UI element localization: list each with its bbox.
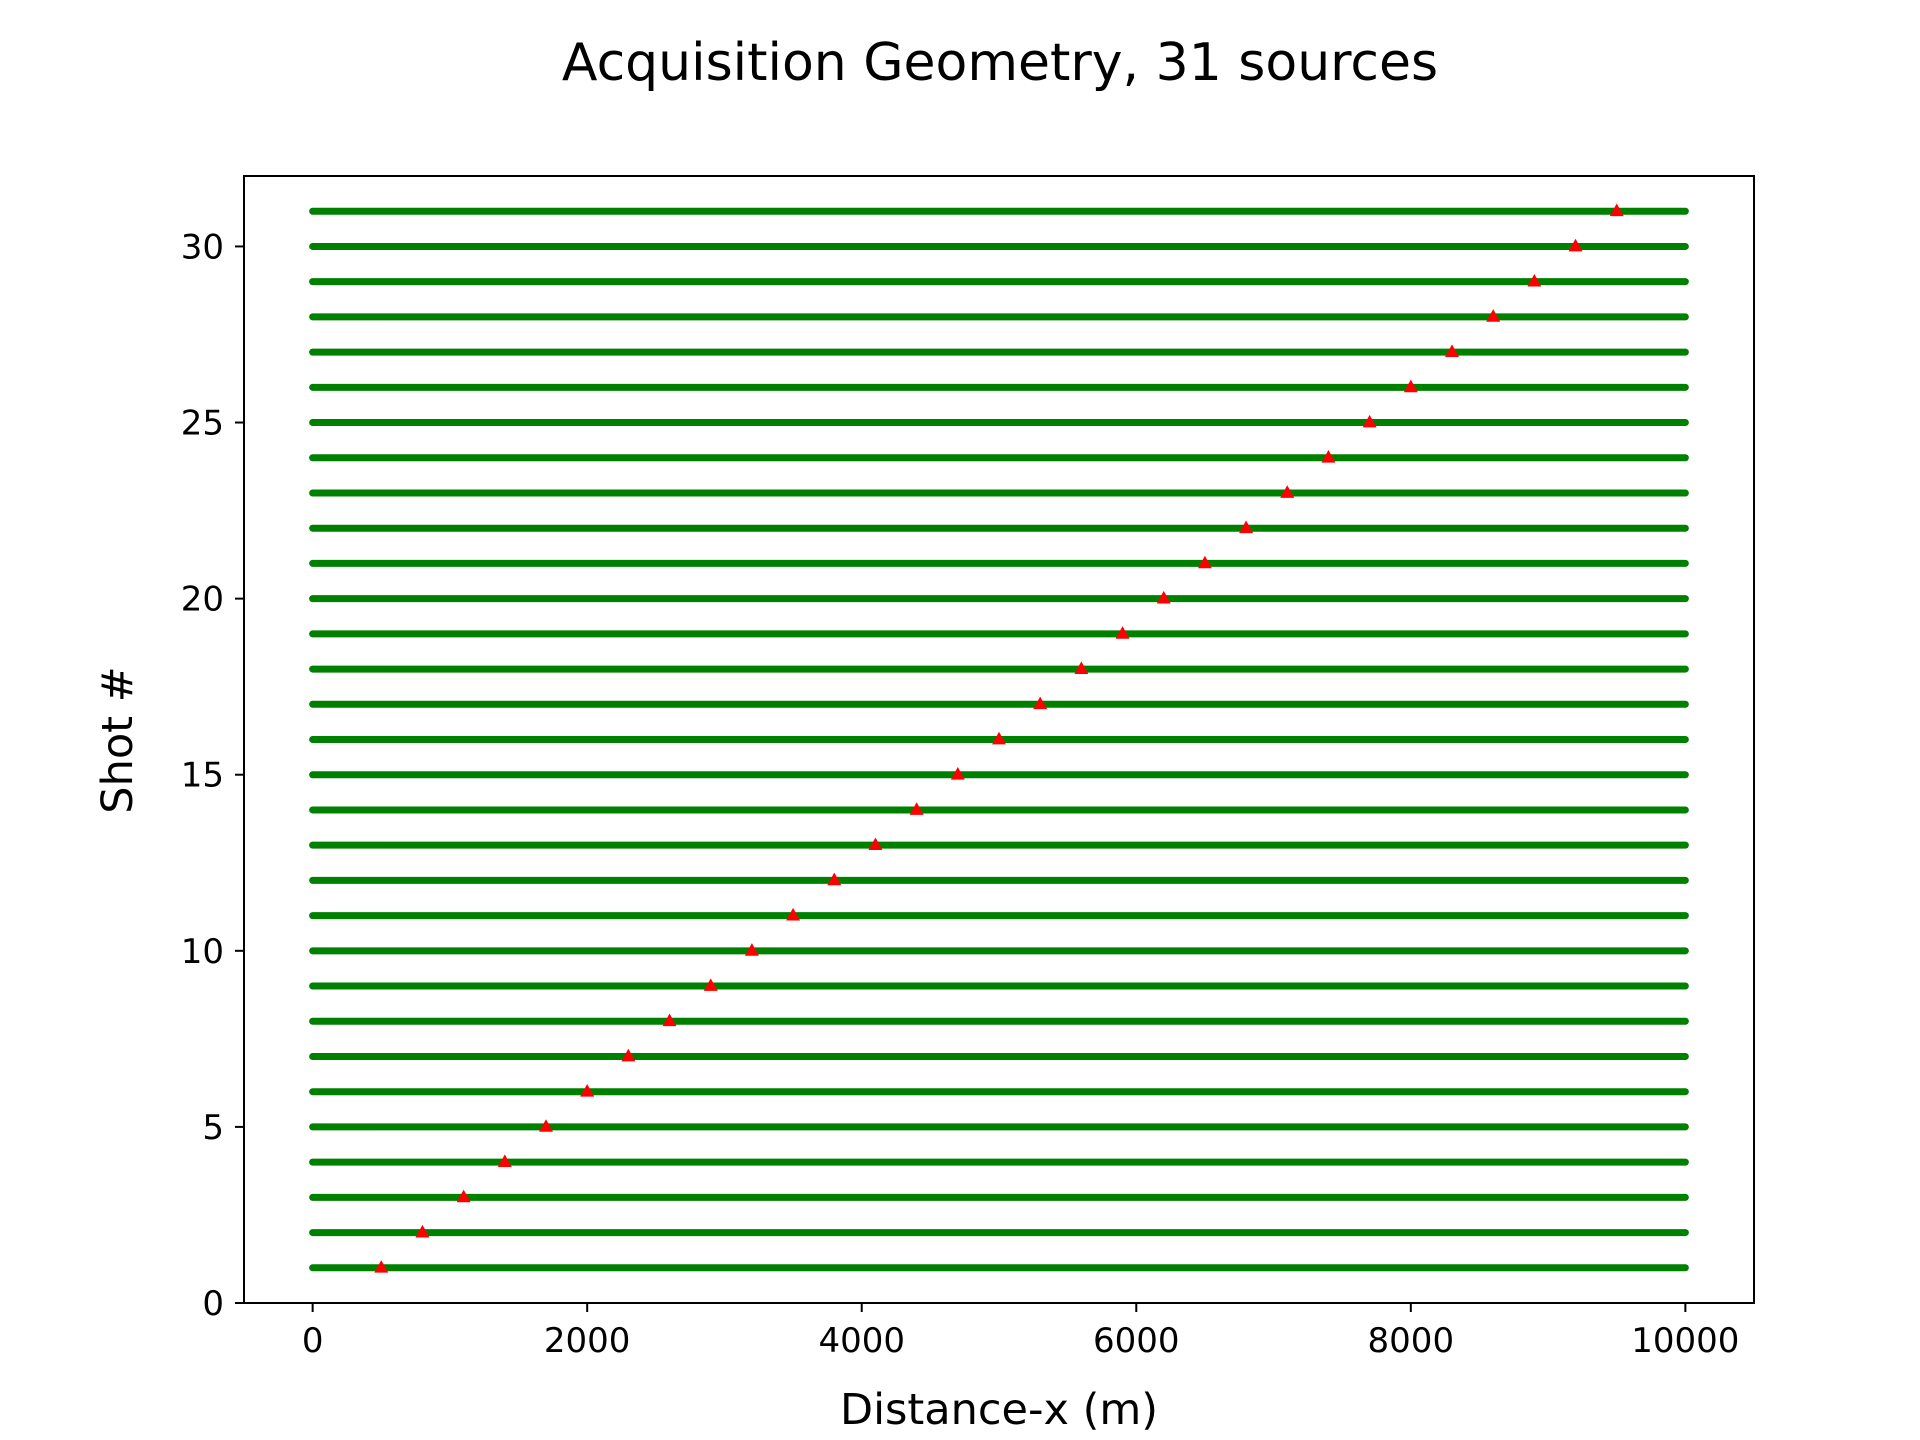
- source-marker-20: [1156, 590, 1171, 604]
- source-marker-8: [662, 1013, 677, 1027]
- plot-frame: [243, 175, 1755, 1304]
- source-marker-25: [1362, 414, 1377, 428]
- source-marker-22: [1239, 520, 1254, 534]
- y-tick-label: 0: [202, 1284, 224, 1324]
- receiver-series: [309, 207, 1689, 1272]
- x-axis: 0 2000 4000 6000 8000 10000: [302, 1303, 1739, 1361]
- source-marker-11: [786, 907, 801, 921]
- source-marker-29: [1527, 273, 1542, 287]
- y-tick-label: 20: [181, 580, 224, 620]
- source-marker-27: [1445, 344, 1459, 357]
- source-marker-15: [950, 767, 965, 780]
- source-marker-16: [992, 731, 1006, 745]
- source-marker-26: [1403, 379, 1418, 393]
- chart-title: Acquisition Geometry, 31 sources: [562, 33, 1438, 93]
- y-tick-label: 15: [181, 756, 224, 796]
- source-marker-7: [621, 1048, 636, 1062]
- source-marker-10: [744, 943, 759, 956]
- source-marker-1: [374, 1260, 389, 1273]
- y-axis-label: Shot #: [93, 666, 143, 813]
- source-marker-14: [909, 802, 924, 815]
- source-marker-30: [1568, 238, 1583, 252]
- source-marker-24: [1321, 450, 1336, 463]
- x-tick-label: 10000: [1631, 1321, 1739, 1361]
- source-series: [374, 203, 1624, 1273]
- source-marker-9: [703, 978, 718, 991]
- y-tick-label: 5: [202, 1108, 224, 1148]
- source-marker-13: [868, 837, 883, 851]
- x-tick-label: 2000: [544, 1321, 631, 1361]
- y-tick-label: 25: [181, 404, 224, 444]
- y-tick-label: 10: [181, 932, 224, 972]
- x-axis-label: Distance-x (m): [840, 1385, 1158, 1435]
- source-marker-31: [1609, 203, 1624, 217]
- source-marker-21: [1197, 555, 1212, 569]
- source-marker-6: [580, 1083, 595, 1097]
- y-axis: 0 5 10 15 20 25 30: [181, 227, 244, 1324]
- source-marker-17: [1033, 696, 1048, 710]
- x-tick-label: 6000: [1093, 1321, 1180, 1361]
- source-marker-4: [497, 1154, 512, 1168]
- y-tick-label: 30: [181, 227, 224, 267]
- source-marker-18: [1074, 661, 1089, 674]
- source-marker-28: [1486, 309, 1501, 322]
- x-tick-label: 0: [302, 1321, 324, 1361]
- x-tick-label: 4000: [818, 1321, 905, 1361]
- source-marker-5: [539, 1119, 553, 1132]
- source-marker-3: [456, 1189, 471, 1203]
- x-tick-label: 8000: [1368, 1321, 1455, 1361]
- source-marker-23: [1280, 485, 1295, 498]
- source-marker-12: [827, 872, 842, 886]
- source-marker-19: [1115, 626, 1130, 639]
- source-marker-2: [415, 1224, 430, 1238]
